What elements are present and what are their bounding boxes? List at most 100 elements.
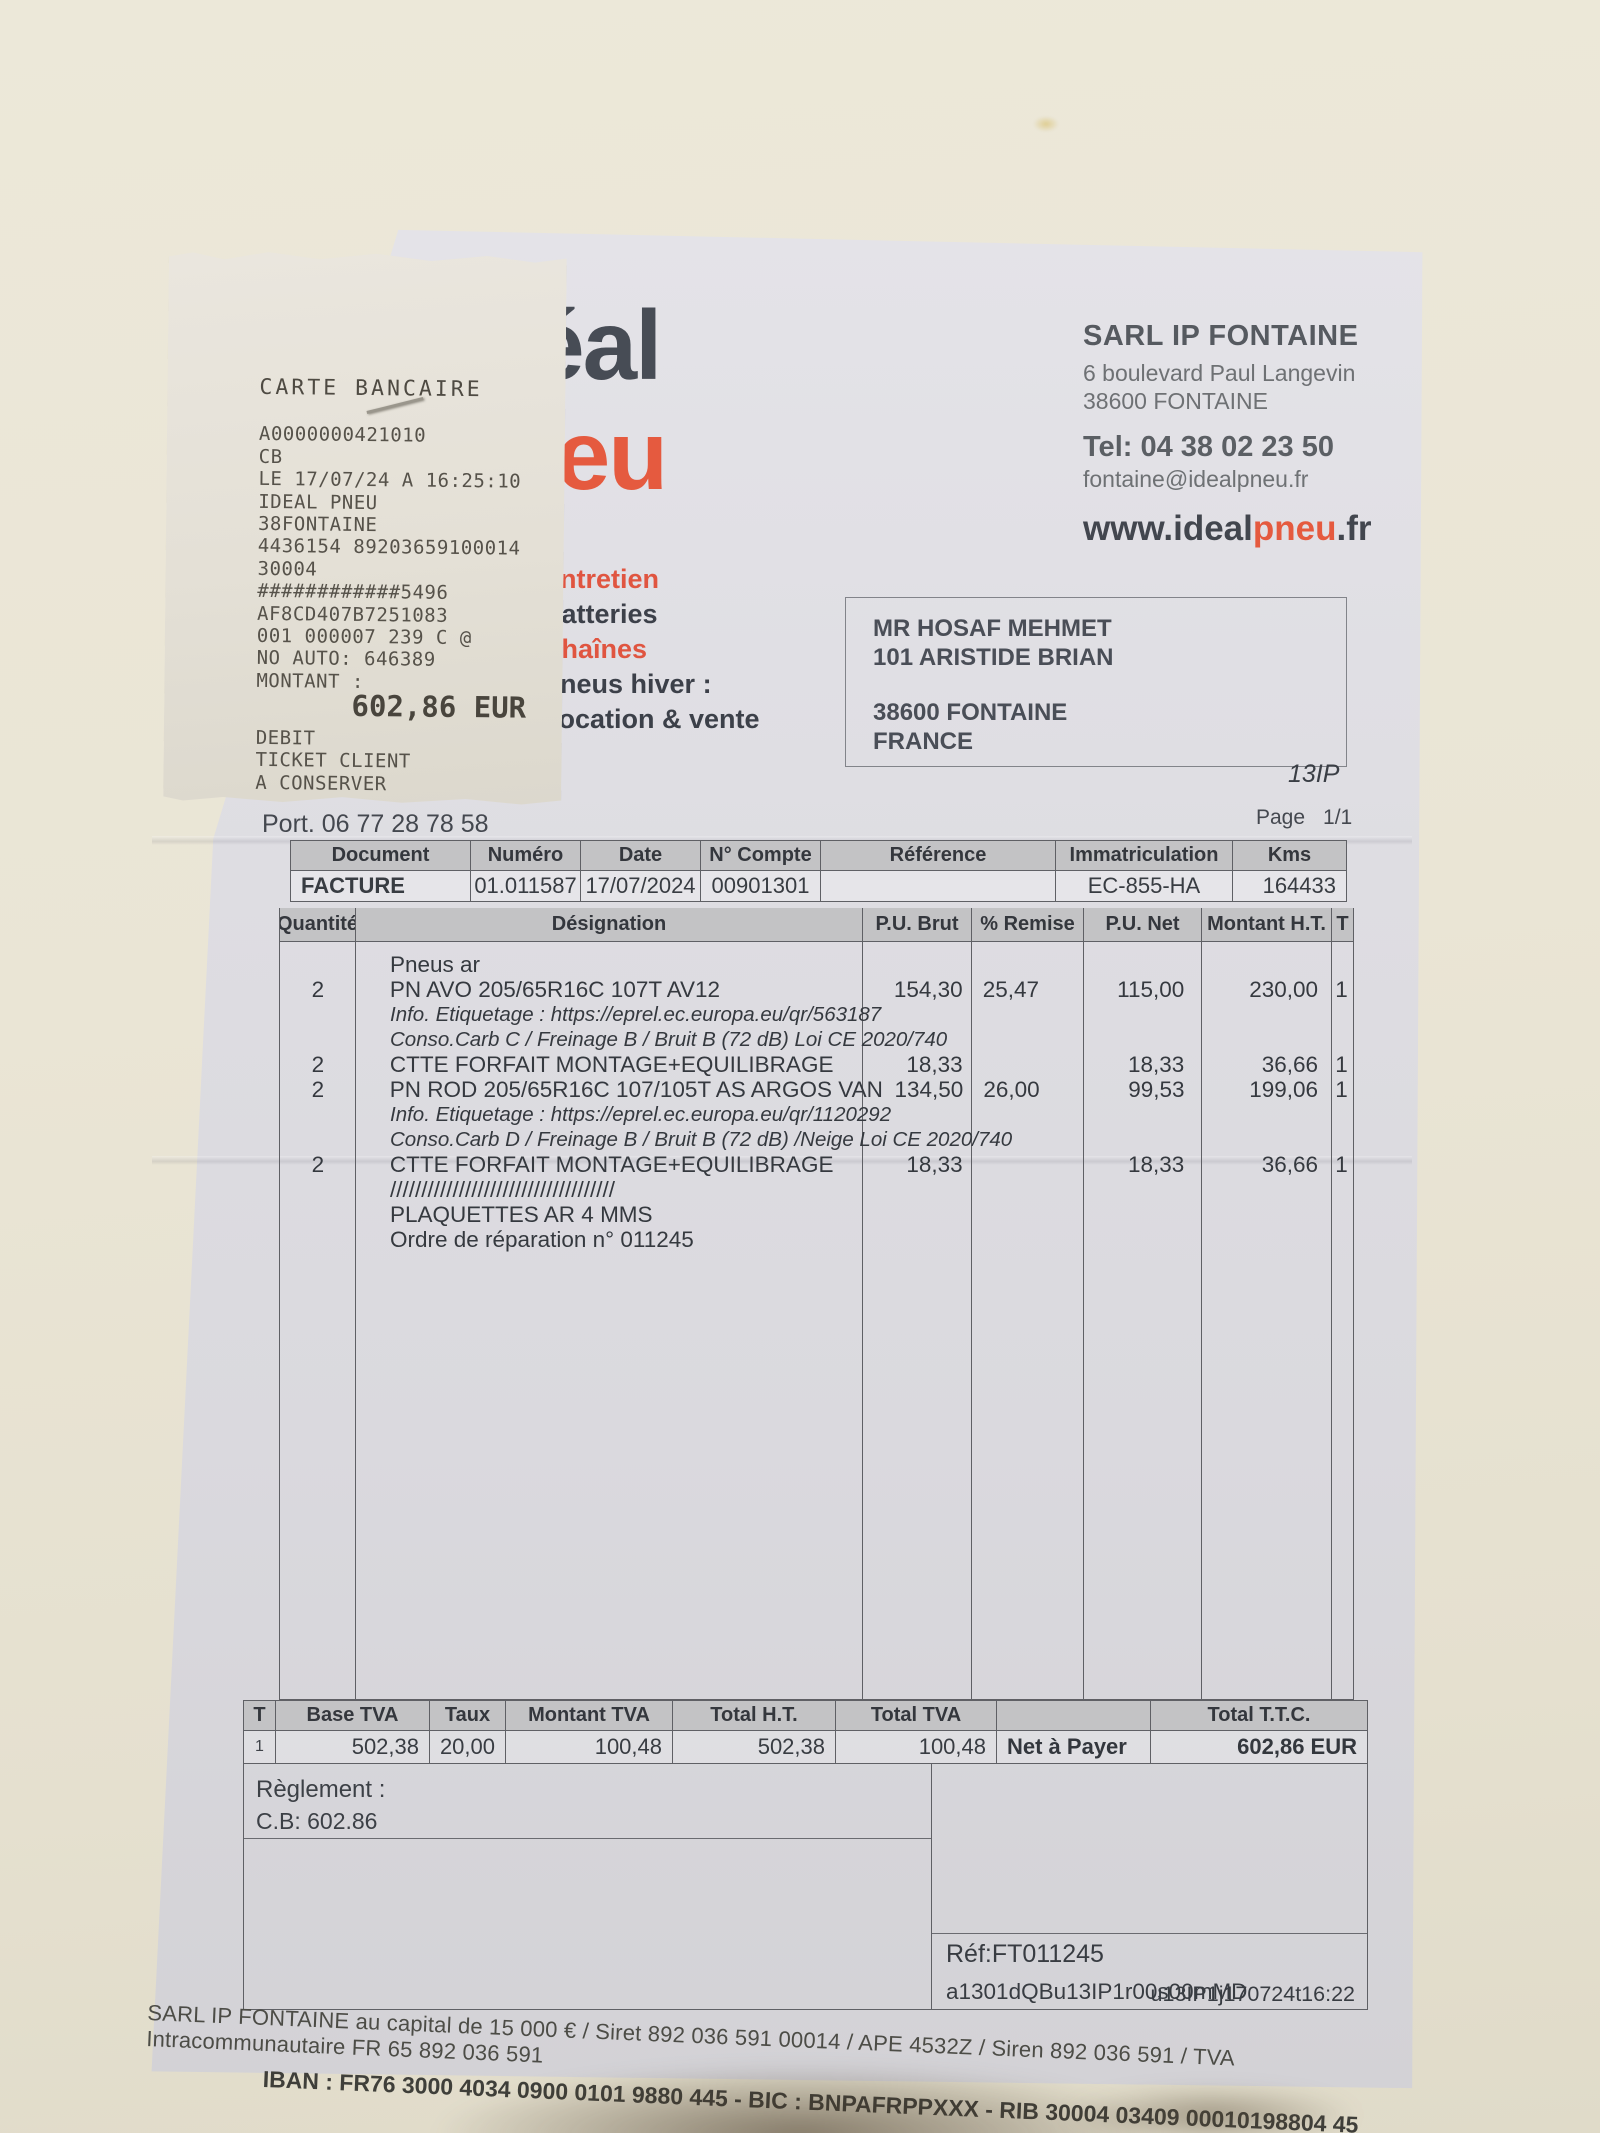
cell-designation: Info. Etiquetage : https://eprel.ec.euro…	[390, 1103, 892, 1126]
item-row: Info. Etiquetage : https://eprel.ec.euro…	[280, 1102, 1353, 1127]
cell-designation: PLAQUETTES AR 4 MMS	[390, 1202, 653, 1227]
payment-section: Règlement : C.B: 602.86 Réf:FT011245 a13…	[243, 1764, 1368, 2010]
cell-pu-net: 18,33	[1127, 1152, 1185, 1177]
card-receipt: CARTE BANCAIRE A0000000421010 CB LE 17/0…	[163, 250, 567, 806]
company-website: www.idealpneu.fr	[1083, 509, 1371, 549]
cell-pu-brut: 134,50	[894, 1077, 964, 1102]
value-taux: 20,00	[429, 1731, 505, 1764]
col-header-pu-brut: P.U. Brut	[862, 908, 971, 942]
receipt-line: CB	[258, 445, 283, 468]
cell-qty	[280, 1202, 356, 1227]
cell-montant: 36,66	[1261, 1152, 1319, 1177]
items-table-header: Quantité Désignation P.U. Brut % Remise …	[279, 908, 1354, 942]
item-row: Conso.Carb C / Freinage B / Bruit B (72 …	[280, 1027, 1353, 1052]
page-value: 1/1	[1323, 806, 1353, 829]
cell-pu-net: 18,33	[1127, 1052, 1185, 1077]
cell-qty	[280, 1227, 356, 1252]
section-divider	[931, 1764, 932, 2009]
cell-qty: 2	[311, 1052, 325, 1077]
section-divider	[932, 1933, 1367, 1934]
cell-qty	[280, 1102, 356, 1127]
company-address-line: 6 boulevard Paul Langevin	[1083, 360, 1356, 386]
items-table: Quantité Désignation P.U. Brut % Remise …	[279, 908, 1354, 942]
services-list: Entretien Batteries Chaînes Pneus hiver …	[542, 562, 760, 737]
website-prefix: www.ideal	[1083, 509, 1253, 548]
mobile-phone: Port. 06 77 28 78 58	[262, 810, 489, 838]
col-header-taux: Taux	[429, 1700, 505, 1731]
value-date: 17/07/2024	[580, 871, 700, 902]
reglement-label: Règlement :	[256, 1776, 386, 1803]
receipt-amount: 602,86 EUR	[351, 689, 527, 725]
cell-designation: Conso.Carb C / Freinage B / Bruit B (72 …	[390, 1028, 948, 1051]
cell-designation: ////////////////////////////////////	[390, 1177, 616, 1202]
receipt-line: A0000000421010	[258, 423, 427, 448]
cell-pu-brut: 18,33	[906, 1052, 963, 1077]
receipt-line: 30004	[257, 557, 318, 581]
cell-pu-net: 99,53	[1128, 1077, 1185, 1102]
cell-remise: 26,00	[983, 1077, 1040, 1102]
col-header-t: T	[1331, 908, 1354, 942]
cell-montant: 36,66	[1261, 1052, 1319, 1077]
cell-designation: PN ROD 205/65R16C 107/105T AS ARGOS VAN	[389, 1077, 883, 1102]
reference-number: Réf:FT011245	[946, 1940, 1104, 1968]
value-total-ttc: 602,86 EUR	[1150, 1731, 1368, 1764]
company-name: SARL IP FONTAINE	[1083, 320, 1359, 352]
totals-table-row: 1 502,38 20,00 100,48 502,38 100,48 Net …	[243, 1731, 1368, 1764]
cell-designation: Info. Etiquetage : https://eprel.ec.euro…	[390, 1003, 882, 1026]
col-header-compte: N° Compte	[700, 840, 820, 871]
cell-qty	[280, 1002, 356, 1027]
cell-montant: 199,06	[1249, 1077, 1319, 1102]
value-immatriculation: EC-855-HA	[1055, 871, 1232, 902]
col-header-reference: Référence	[820, 840, 1055, 871]
col-header-montant-tva: Montant TVA	[505, 1700, 672, 1731]
customer-box: MR HOSAF MEHMET 101 ARISTIDE BRIAN 38600…	[845, 597, 1347, 767]
document-table: Document Numéro Date N° Compte Référence…	[290, 840, 1347, 902]
receipt-line: AF8CD407B7251083	[256, 602, 449, 627]
cell-designation: PN AVO 205/65R16C 107T AV12	[389, 977, 721, 1002]
receipt-line: TICKET CLIENT	[255, 748, 411, 773]
customer-address-line: 101 ARISTIDE BRIAN	[873, 644, 1114, 671]
item-row: Info. Etiquetage : https://eprel.ec.euro…	[280, 1002, 1353, 1027]
service-item: Pneus hiver :	[542, 669, 712, 699]
column-divider	[1083, 942, 1084, 1699]
item-row: 2 PN ROD 205/65R16C 107/105T AS ARGOS VA…	[280, 1077, 1353, 1102]
customer-address-line: 38600 FONTAINE	[873, 699, 1068, 726]
col-header-base-tva: Base TVA	[275, 1700, 429, 1731]
cell-designation: CTTE FORFAIT MONTAGE+EQUILIBRAGE	[389, 1152, 834, 1177]
cell-qty	[280, 1177, 356, 1202]
service-item: Batteries	[542, 599, 658, 629]
col-header-quantite: Quantité	[279, 908, 355, 942]
cell-designation: Conso.Carb D / Freinage B / Bruit B (72 …	[390, 1128, 1013, 1151]
cell-qty	[280, 1127, 356, 1152]
col-header-numero: Numéro	[470, 840, 580, 871]
page-indicator: Page 1/1	[1256, 806, 1370, 830]
print-code-right: u13IP1j170724t16:22	[1150, 1982, 1355, 2006]
value-total-ht: 502,38	[672, 1731, 835, 1764]
item-row: ////////////////////////////////////	[280, 1177, 1353, 1202]
col-header-empty	[996, 1700, 1150, 1731]
column-divider	[1331, 942, 1332, 1699]
paper-crease	[152, 1156, 1412, 1165]
wall-stain	[1033, 116, 1059, 132]
item-row: Pneus ar	[280, 952, 1353, 977]
customer-name: MR HOSAF MEHMET	[873, 615, 1112, 642]
col-header-t: T	[243, 1700, 275, 1731]
website-suffix: .fr	[1336, 509, 1372, 548]
receipt-line: IDEAL PNEU	[258, 490, 378, 514]
cell-designation: Pneus ar	[390, 952, 481, 977]
service-item: Chaînes	[542, 634, 648, 664]
col-header-total-ttc: Total T.T.C.	[1150, 1700, 1368, 1731]
col-header-kms: Kms	[1232, 840, 1347, 871]
totals-table-header: T Base TVA Taux Montant TVA Total H.T. T…	[243, 1700, 1368, 1731]
col-header-total-tva: Total TVA	[835, 1700, 996, 1731]
column-divider	[1201, 942, 1202, 1699]
document-table-row: FACTURE 01.011587 17/07/2024 00901301 EC…	[290, 871, 1347, 902]
value-compte: 00901301	[700, 871, 820, 902]
items-table-body: Pneus ar 2 PN AVO 205/65R16C 107T AV12 1…	[279, 942, 1354, 1700]
website-accent: pneu	[1252, 509, 1337, 548]
cell-t: 1	[1335, 1077, 1348, 1102]
receipt-line: 001 000007 239 C @	[256, 624, 472, 650]
cell-remise: 25,47	[982, 977, 1039, 1002]
receipt-line: LE 17/07/24 A 16:25:10	[258, 468, 522, 493]
